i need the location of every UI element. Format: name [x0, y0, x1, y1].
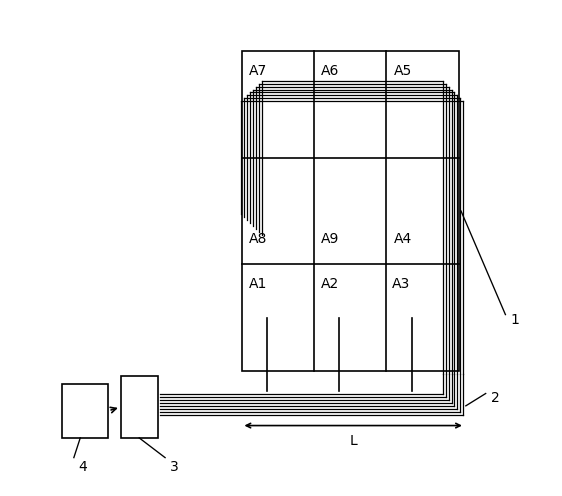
Text: A3: A3 — [392, 277, 410, 291]
Bar — [61, 383, 108, 438]
Text: 3: 3 — [170, 460, 179, 475]
Bar — [121, 376, 158, 438]
Text: A4: A4 — [393, 233, 412, 247]
Text: A9: A9 — [321, 233, 339, 247]
Bar — [242, 51, 459, 372]
Text: 4: 4 — [79, 460, 88, 475]
Text: A2: A2 — [321, 277, 339, 291]
Text: 2: 2 — [491, 391, 500, 405]
Text: A5: A5 — [393, 63, 412, 77]
Text: A1: A1 — [249, 277, 268, 291]
Text: A6: A6 — [321, 63, 339, 77]
Text: A8: A8 — [249, 233, 268, 247]
Text: L: L — [350, 434, 357, 448]
Text: 1: 1 — [510, 312, 519, 326]
Text: A7: A7 — [249, 63, 267, 77]
